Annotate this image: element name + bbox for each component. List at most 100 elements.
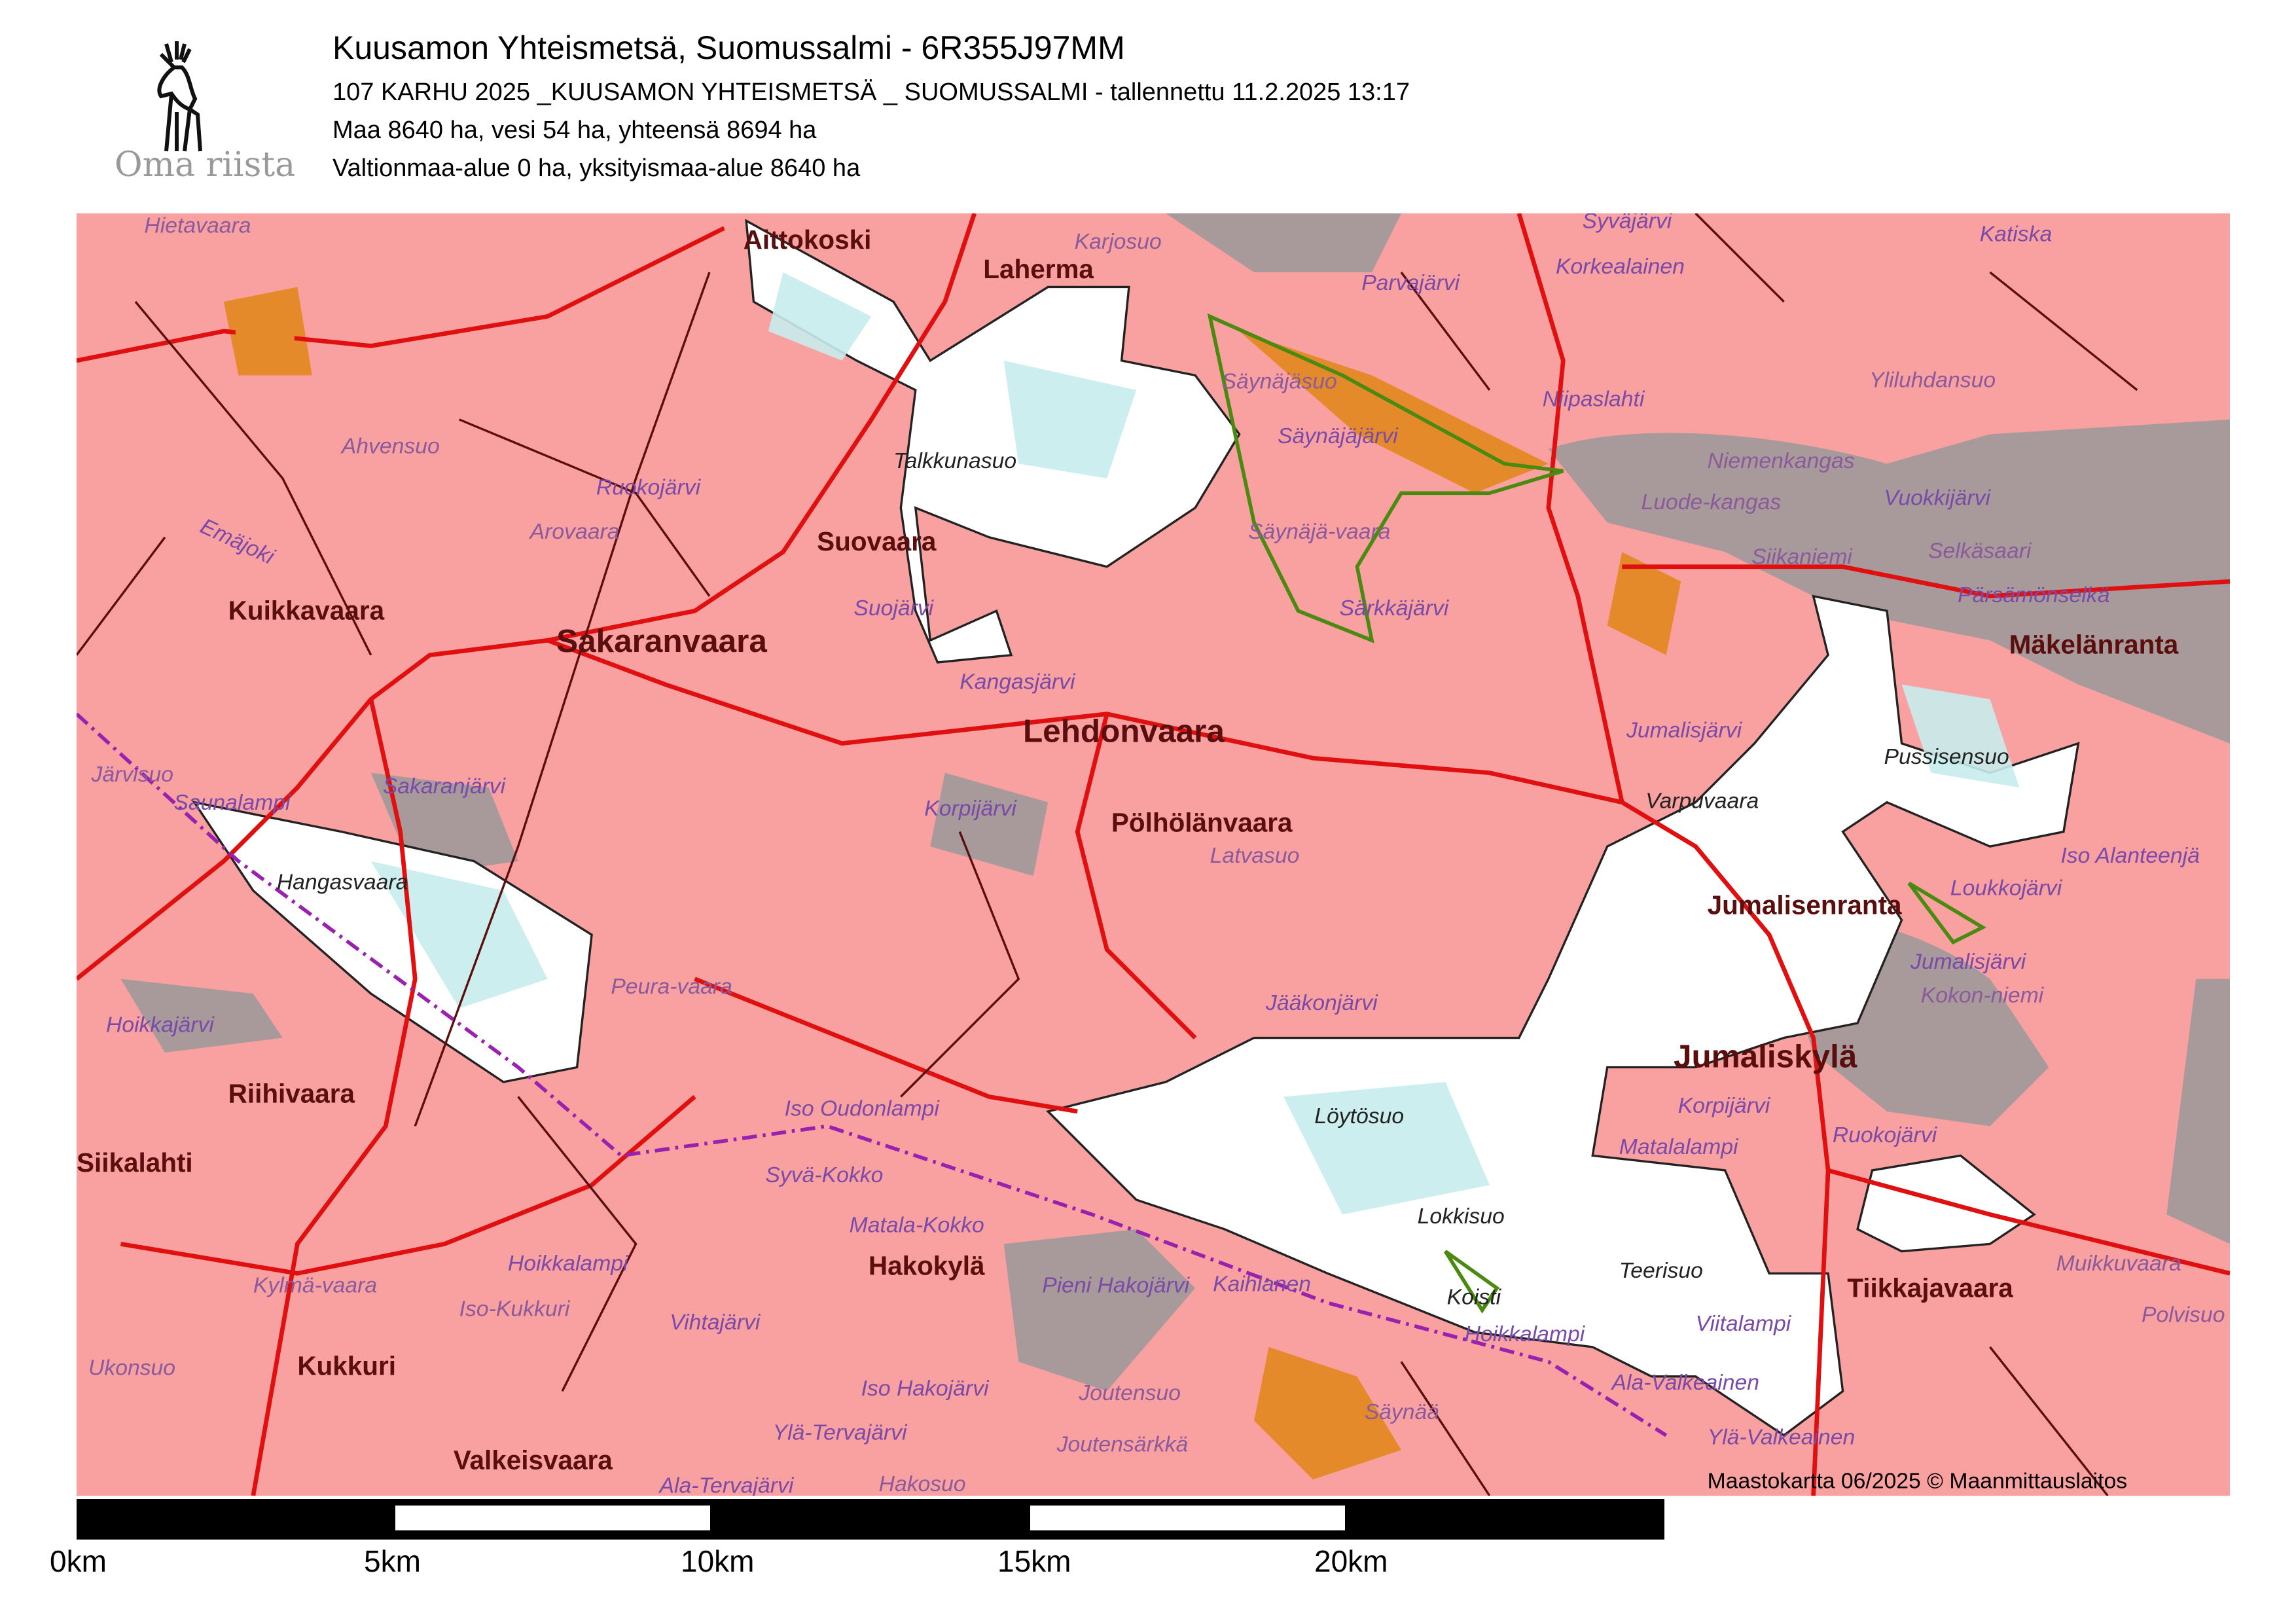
hunting-areas[interactable] (192, 219, 2080, 1437)
place-label: Vuokkijärvi (1884, 485, 1992, 510)
place-label: Matalalampi (1619, 1134, 1739, 1159)
place-label: Ukonsuo (88, 1356, 175, 1380)
moose-icon (157, 41, 202, 152)
place-label: Viitalampi (1696, 1311, 1792, 1336)
place-label: Talkkunasuo (893, 448, 1016, 473)
place-label: Suovaara (817, 526, 937, 556)
place-label: Jumalisjärvi (1626, 718, 1743, 743)
place-label: Säynäjäsuo (1222, 369, 1337, 394)
place-label: Lokkisuo (1418, 1204, 1505, 1229)
place-label: Lehdonvaara (1023, 713, 1225, 749)
ownership-summary: Valtionmaa-alue 0 ha, yksityismaa-alue 8… (332, 154, 861, 182)
place-label: Aittokoski (744, 225, 872, 255)
place-label: Hakokylä (869, 1251, 985, 1281)
place-label: Emäjoki (196, 514, 279, 570)
place-label: Parvajärvi (1361, 270, 1460, 295)
place-label: Valkeisvaara (454, 1445, 613, 1475)
place-label: Jumalisjärvi (1910, 949, 2027, 974)
map[interactable]: Hietavaara Aittokoski Laherma Karjosuo P… (77, 213, 2230, 1496)
place-label: Hoikkalampi (508, 1251, 629, 1276)
place-label: Polvisuo (2142, 1303, 2225, 1327)
place-label: Hakosuo (879, 1471, 966, 1496)
place-label: Jääkonjärvi (1265, 990, 1378, 1015)
minor-roads (77, 213, 2138, 1496)
place-label: Laherma (983, 254, 1094, 284)
place-label: Vihtajärvi (670, 1310, 761, 1335)
place-label: Korpijärvi (1678, 1093, 1771, 1118)
place-label: Kaihlanen (1213, 1271, 1311, 1296)
place-label: Loukkojärvi (1950, 875, 2063, 900)
place-label: Säynäjäjärvi (1278, 424, 1399, 448)
place-label: Järvisuo (90, 762, 173, 787)
place-label: Varpuvaara (1645, 789, 1759, 814)
place-label: Matala-Kokko (850, 1212, 984, 1237)
place-label: Ala-Tervajärvi (658, 1473, 795, 1496)
place-label: Tiikkajavaara (1847, 1272, 2013, 1303)
place-label: Syvä-Kokko (765, 1163, 883, 1187)
place-label: Kylmä-vaara (253, 1273, 377, 1298)
place-label: Hangasvaara (277, 869, 408, 894)
mire-patches (370, 272, 2020, 1215)
place-label: Koisti (1447, 1285, 1502, 1310)
place-label: Korkealainen (1556, 254, 1685, 279)
place-label: Särkkäjärvi (1339, 596, 1449, 621)
place-label: Löytösuo (1314, 1104, 1404, 1128)
place-label: Pieni Hakojärvi (1042, 1273, 1190, 1298)
place-label: Siikalahti (77, 1147, 193, 1178)
place-label: Jumalisenranta (1708, 890, 1902, 920)
place-label: Latvasuo (1210, 843, 1300, 868)
place-label: Ylä-Tervajärvi (773, 1420, 908, 1445)
scale-label: 15km (997, 1544, 1071, 1578)
place-label: Hietavaara (144, 213, 251, 238)
place-label: Joutensuo (1078, 1380, 1181, 1405)
place-label: Pussisensuo (1884, 744, 2009, 769)
place-label: Niemenkangas (1708, 448, 1855, 473)
place-label: Iso Oudonlampi (785, 1096, 941, 1121)
place-label: Kukkuri (297, 1351, 396, 1381)
place-label: Syväjärvi (1583, 213, 1673, 233)
place-label: Iso-Kukkuri (459, 1297, 571, 1322)
place-label: Teerisuo (1619, 1258, 1703, 1283)
place-label: Selkäsaari (1928, 538, 2032, 563)
subtitle: 107 KARHU 2025 _KUUSAMON YHTEISMETSÄ _ S… (332, 79, 1410, 106)
place-label: Ylä-Valkeainen (1708, 1424, 1856, 1449)
place-label: Iso Hakojärvi (861, 1376, 990, 1401)
scale-label: 5km (364, 1544, 421, 1578)
roads (77, 213, 2230, 1496)
scale-label: 0km (50, 1544, 107, 1578)
place-label: Pärsämönselkä (1958, 583, 2109, 607)
place-label: Mäkelänranta (2009, 629, 2179, 659)
place-label: Korpijärvi (924, 796, 1017, 821)
place-label: Kokon-niemi (1921, 983, 2045, 1008)
page-title: Kuusamon Yhteismetsä, Suomussalmi - 6R35… (332, 29, 1125, 66)
protected-areas (1207, 313, 1987, 1314)
place-label: Katiska (1980, 222, 2053, 247)
place-label: Muikkuvaara (2056, 1251, 2181, 1276)
map-copyright: Maastokartta 06/2025 © Maanmittauslaitos (1708, 1469, 2127, 1494)
place-label: Joutensärkkä (1056, 1432, 1189, 1457)
place-label: Jumaliskylä (1674, 1038, 1857, 1074)
place-label: Ruokojärvi (596, 475, 702, 500)
airfield-icon (235, 298, 295, 358)
place-label: Iso Alanteenjä (2060, 843, 2199, 868)
place-label: Karjosuo (1075, 229, 1162, 254)
scale-label: 20km (1314, 1544, 1388, 1578)
scale-bar (77, 1499, 1664, 1540)
place-label: Siikaniemi (1751, 544, 1853, 569)
place-label: Luode-kangas (1641, 490, 1781, 514)
place-label: Säynää (1365, 1399, 1439, 1424)
place-label: Kangasjärvi (960, 669, 1076, 694)
place-label: Arovaara (529, 519, 620, 544)
place-label: Ruokojärvi (1833, 1123, 1938, 1147)
place-label: Säynäjä-vaara (1248, 519, 1390, 544)
place-label: Pölhölänvaara (1111, 808, 1293, 838)
scale-bar-segment (395, 1506, 710, 1530)
place-label: Saunalampi (173, 790, 291, 815)
place-label: Riihivaara (228, 1078, 355, 1108)
place-label: Hoikkajärvi (106, 1013, 215, 1038)
municipality-boundary (77, 712, 1668, 1437)
place-label: Suojärvi (853, 596, 934, 621)
place-label: Ala-Valkeainen (1611, 1370, 1760, 1395)
place-label: Hoikkalampi (1465, 1322, 1586, 1346)
area-summary: Maa 8640 ha, vesi 54 ha, yhteensä 8694 h… (332, 117, 817, 144)
